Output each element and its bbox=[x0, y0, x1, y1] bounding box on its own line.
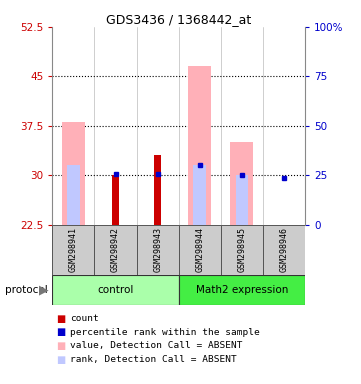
Text: control: control bbox=[97, 285, 134, 295]
Text: GSM298943: GSM298943 bbox=[153, 227, 162, 272]
Title: GDS3436 / 1368442_at: GDS3436 / 1368442_at bbox=[106, 13, 251, 26]
Text: ■: ■ bbox=[56, 355, 65, 365]
Bar bbox=[67, 166, 80, 225]
Text: GSM298946: GSM298946 bbox=[279, 227, 288, 272]
Text: GSM298945: GSM298945 bbox=[238, 227, 246, 272]
Bar bbox=[95, 225, 136, 275]
Text: GSM298944: GSM298944 bbox=[195, 227, 204, 272]
Text: GSM298942: GSM298942 bbox=[111, 227, 120, 272]
Bar bbox=[230, 142, 253, 225]
Text: value, Detection Call = ABSENT: value, Detection Call = ABSENT bbox=[70, 341, 243, 350]
Bar bbox=[52, 275, 179, 305]
Bar bbox=[62, 122, 85, 225]
Text: rank, Detection Call = ABSENT: rank, Detection Call = ABSENT bbox=[70, 355, 237, 364]
Text: ■: ■ bbox=[56, 314, 65, 324]
Bar bbox=[136, 225, 179, 275]
Bar bbox=[188, 66, 211, 225]
Text: percentile rank within the sample: percentile rank within the sample bbox=[70, 328, 260, 337]
Bar bbox=[263, 225, 305, 275]
Text: ▶: ▶ bbox=[39, 283, 49, 296]
Text: GSM298941: GSM298941 bbox=[69, 227, 78, 272]
Text: count: count bbox=[70, 314, 99, 323]
Bar bbox=[112, 175, 119, 225]
Bar bbox=[154, 156, 161, 225]
Bar bbox=[193, 166, 206, 225]
Text: Math2 expression: Math2 expression bbox=[196, 285, 288, 295]
Bar bbox=[221, 225, 263, 275]
Text: ■: ■ bbox=[56, 327, 65, 337]
Bar bbox=[179, 275, 305, 305]
Bar bbox=[52, 225, 95, 275]
Text: protocol: protocol bbox=[5, 285, 48, 295]
Text: ■: ■ bbox=[56, 341, 65, 351]
Bar bbox=[179, 225, 221, 275]
Bar bbox=[236, 175, 248, 225]
